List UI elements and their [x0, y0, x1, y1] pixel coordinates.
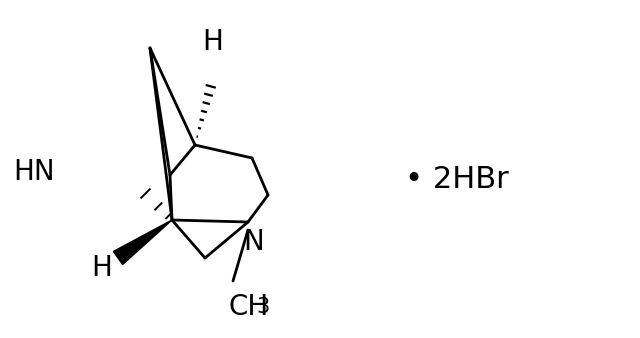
Text: H: H — [203, 28, 223, 56]
Text: HN: HN — [13, 158, 55, 186]
Text: 3: 3 — [256, 297, 269, 317]
Text: N: N — [244, 228, 264, 256]
Polygon shape — [113, 220, 172, 265]
Text: CH: CH — [228, 293, 268, 321]
Text: • 2HBr: • 2HBr — [405, 166, 509, 194]
Text: H: H — [92, 254, 113, 282]
